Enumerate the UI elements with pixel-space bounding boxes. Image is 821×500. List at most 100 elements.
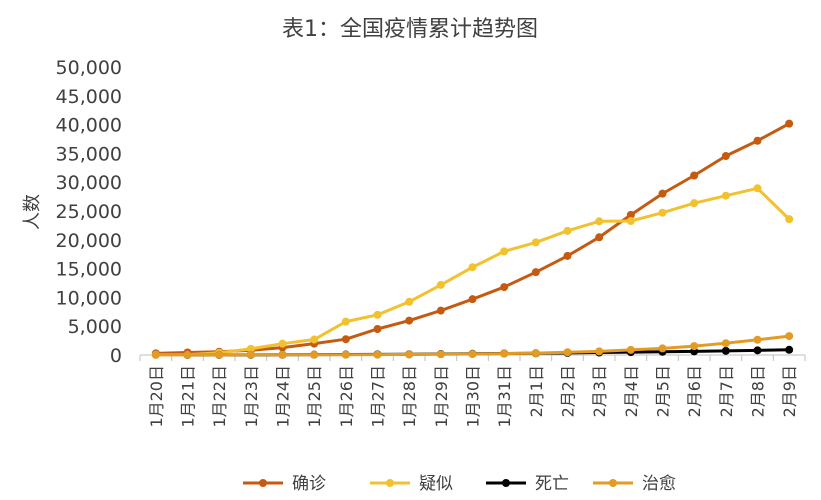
series-1 bbox=[151, 119, 794, 358]
y-tick-label: 15,000 bbox=[56, 259, 122, 281]
data-point bbox=[246, 344, 255, 353]
x-tick-label: 1月22日 bbox=[210, 365, 229, 428]
x-tick-label: 1月24日 bbox=[274, 365, 293, 428]
data-point bbox=[246, 350, 255, 359]
data-point bbox=[373, 350, 382, 359]
data-point bbox=[436, 350, 445, 359]
y-tick-label: 25,000 bbox=[56, 201, 122, 223]
data-point bbox=[405, 350, 414, 359]
data-point bbox=[626, 345, 635, 354]
data-point bbox=[531, 349, 540, 358]
x-tick-label: 2月6日 bbox=[685, 365, 704, 417]
y-tick-label: 50,000 bbox=[56, 57, 122, 79]
y-tick-label: 45,000 bbox=[56, 86, 122, 108]
data-point bbox=[405, 297, 414, 306]
data-point bbox=[341, 317, 350, 326]
data-point bbox=[721, 191, 730, 200]
data-point bbox=[753, 346, 762, 355]
y-tick-label: 10,000 bbox=[56, 287, 122, 309]
data-point bbox=[373, 324, 382, 333]
data-point bbox=[785, 345, 794, 354]
data-point bbox=[468, 350, 477, 359]
data-point bbox=[341, 335, 350, 344]
x-tick-label: 1月29日 bbox=[432, 365, 451, 428]
legend-item: 疑似 bbox=[370, 474, 453, 494]
legend-marker bbox=[502, 479, 510, 487]
x-tick-label: 1月26日 bbox=[337, 365, 356, 428]
x-tick-label: 2月9日 bbox=[780, 365, 799, 417]
y-tick-label: 30,000 bbox=[56, 172, 122, 194]
x-tick-label: 1月25日 bbox=[305, 365, 324, 428]
data-point bbox=[500, 247, 509, 256]
legend-label: 死亡 bbox=[535, 474, 569, 494]
data-point bbox=[468, 295, 477, 304]
data-point bbox=[658, 189, 667, 198]
legend-marker bbox=[259, 479, 267, 487]
legend-label: 治愈 bbox=[642, 474, 676, 494]
data-point bbox=[436, 306, 445, 315]
legend-label: 疑似 bbox=[419, 474, 453, 494]
data-point bbox=[373, 310, 382, 319]
data-point bbox=[626, 217, 635, 226]
data-point bbox=[753, 335, 762, 344]
x-axis-ticks: 1月20日 1月21日 1月22日 1月23日 1月24日 1月25日 1月26日 1月27日… bbox=[139, 355, 806, 428]
data-point bbox=[531, 268, 540, 277]
x-tick-label: 2月3日 bbox=[590, 365, 609, 417]
x-tick-label: 2月1日 bbox=[527, 365, 546, 417]
data-point bbox=[310, 335, 319, 344]
x-tick-label: 1月27日 bbox=[369, 365, 388, 428]
data-point bbox=[436, 280, 445, 289]
y-tick-label: 20,000 bbox=[56, 230, 122, 252]
data-point bbox=[753, 184, 762, 193]
data-point bbox=[563, 226, 572, 235]
legend-item: 确诊 bbox=[243, 474, 326, 494]
x-tick-label: 1月31日 bbox=[495, 365, 514, 428]
x-tick-label: 2月7日 bbox=[717, 365, 736, 417]
legend-item: 治愈 bbox=[593, 474, 676, 494]
x-tick-label: 1月28日 bbox=[400, 365, 419, 428]
y-tick-label: 40,000 bbox=[56, 115, 122, 137]
series-layer bbox=[151, 119, 794, 359]
x-tick-label: 2月4日 bbox=[622, 365, 641, 417]
series-4 bbox=[151, 332, 794, 359]
data-point bbox=[151, 350, 160, 359]
y-tick-label: 35,000 bbox=[56, 143, 122, 165]
data-point bbox=[278, 339, 287, 348]
data-point bbox=[785, 119, 794, 128]
data-point bbox=[721, 339, 730, 348]
x-tick-label: 2月5日 bbox=[654, 365, 673, 417]
series-line bbox=[154, 122, 791, 355]
legend-marker bbox=[386, 479, 394, 487]
series-2 bbox=[151, 184, 794, 359]
data-point bbox=[500, 283, 509, 292]
data-point bbox=[563, 251, 572, 260]
data-point bbox=[595, 217, 604, 226]
y-axis-ticks: 0 5,000 10,000 15,000 20,000 25,000 30,000 35,0… bbox=[56, 57, 122, 367]
legend: 确诊 疑似 死亡 治愈 bbox=[243, 474, 676, 494]
data-point bbox=[753, 136, 762, 145]
data-point bbox=[310, 350, 319, 359]
data-point bbox=[595, 233, 604, 242]
data-point bbox=[690, 171, 699, 180]
y-tick-label: 0 bbox=[110, 345, 122, 367]
data-point bbox=[658, 208, 667, 217]
data-point bbox=[721, 152, 730, 161]
data-point bbox=[341, 350, 350, 359]
x-tick-label: 1月30日 bbox=[464, 365, 483, 428]
data-point bbox=[215, 350, 224, 359]
data-point bbox=[658, 344, 667, 353]
data-point bbox=[785, 332, 794, 341]
data-point bbox=[690, 342, 699, 351]
x-tick-label: 1月21日 bbox=[179, 365, 198, 428]
data-point bbox=[531, 238, 540, 247]
series-line bbox=[154, 186, 791, 357]
legend-label: 确诊 bbox=[292, 474, 326, 494]
data-point bbox=[500, 349, 509, 358]
x-tick-label: 2月2日 bbox=[559, 365, 578, 417]
data-point bbox=[721, 346, 730, 355]
data-point bbox=[785, 215, 794, 224]
x-tick-label: 1月20日 bbox=[147, 365, 166, 428]
x-tick-label: 1月23日 bbox=[242, 365, 261, 428]
